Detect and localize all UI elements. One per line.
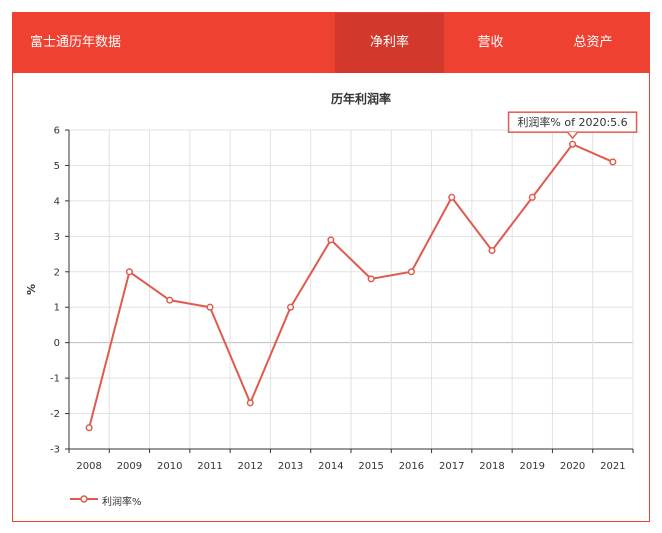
y-tick-label: 5 xyxy=(54,161,60,172)
data-point xyxy=(166,296,174,304)
y-tick-label: -1 xyxy=(50,374,60,385)
tab-total-assets-label: 总资产 xyxy=(573,35,613,50)
legend-line-icon xyxy=(70,495,98,503)
y-tick-label: 0 xyxy=(54,338,60,349)
tooltip-text: 利润率% of 2020:5.6 xyxy=(517,115,627,129)
data-point xyxy=(407,268,415,276)
y-tick-label: 6 xyxy=(54,126,60,137)
x-tick-label: 2012 xyxy=(238,461,263,472)
x-tick-label: 2009 xyxy=(117,461,142,472)
data-point xyxy=(246,399,254,407)
tab-net-margin-label: 净利率 xyxy=(369,35,409,50)
data-point xyxy=(609,158,617,166)
data-point xyxy=(367,275,375,283)
x-tick-label: 2008 xyxy=(76,461,101,472)
data-point xyxy=(287,303,295,311)
data-point xyxy=(85,424,93,432)
y-tick-label: 1 xyxy=(54,303,60,314)
line-chart: 历年利润率 -3 -2 -1 0 1 2 3 4 5 6 2008 2009 2010 2011 2012 20… xyxy=(25,91,638,472)
data-point xyxy=(528,193,536,201)
data-point xyxy=(569,140,577,148)
y-tick-label: -3 xyxy=(50,445,60,456)
y-axis-label: % xyxy=(25,284,38,295)
tab-net-margin[interactable]: 净利率 xyxy=(335,13,444,73)
legend-label: 利润率% xyxy=(102,497,142,508)
x-tick-label: 2014 xyxy=(318,461,343,472)
tab-total-assets[interactable]: 总资产 xyxy=(537,13,649,73)
x-tick-label: 2016 xyxy=(399,461,424,472)
tab-revenue-label: 营收 xyxy=(477,35,504,50)
tab-revenue[interactable]: 营收 xyxy=(444,13,537,73)
x-tick-label: 2019 xyxy=(520,461,545,472)
data-point xyxy=(448,193,456,201)
y-tick-label: -2 xyxy=(50,409,60,420)
x-tick-label: 2021 xyxy=(600,461,625,472)
chart-title: 历年利润率 xyxy=(331,91,391,106)
y-tick-label: 2 xyxy=(54,267,60,278)
x-tick-label: 2011 xyxy=(197,461,222,472)
x-tick-label: 2013 xyxy=(278,461,303,472)
x-tick-label: 2018 xyxy=(479,461,504,472)
y-tick-label: 4 xyxy=(54,196,60,207)
data-point xyxy=(206,303,214,311)
chart-panel: 富士通历年数据 净利率 营收 总资产 历年利润率 -3 -2 -1 0 1 2 3 4 5 6 200… xyxy=(12,12,650,522)
x-tick-label: 2015 xyxy=(358,461,383,472)
data-point xyxy=(327,236,335,244)
x-tick-label: 2020 xyxy=(560,461,585,472)
data-point xyxy=(488,246,496,255)
x-tick-label: 2010 xyxy=(157,461,182,472)
data-point xyxy=(125,268,133,276)
x-tick-label: 2017 xyxy=(439,461,464,472)
app-title: 富士通历年数据 xyxy=(30,35,122,50)
y-tick-label: 3 xyxy=(54,232,60,243)
tooltip-pointer xyxy=(566,131,579,140)
series-line xyxy=(88,142,614,428)
header-bar: 富士通历年数据 净利率 营收 总资产 xyxy=(13,13,649,73)
